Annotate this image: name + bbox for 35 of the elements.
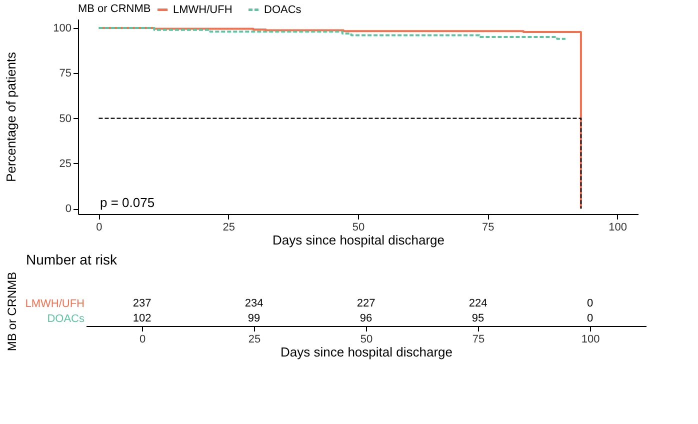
x-tick-label: 25: [222, 222, 235, 234]
y-tick-label: 75: [59, 68, 72, 80]
legend-label: DOACs: [264, 4, 302, 16]
legend-label: LMWH/UFH: [173, 4, 232, 16]
data-label: 224: [468, 298, 488, 310]
chart-title: Number at risk: [26, 251, 118, 268]
y-axis-title: Percentage of patients: [4, 51, 18, 182]
annotation: p = 0.075: [100, 195, 155, 210]
x-tick-label: 50: [360, 334, 373, 346]
y-tick-label: 50: [59, 112, 72, 125]
data-label: 102: [132, 312, 152, 324]
data-label: 237: [132, 298, 152, 310]
data-label: 0: [586, 298, 594, 310]
data-label: 96: [360, 312, 372, 324]
x-tick-label: 100: [608, 222, 627, 234]
y-tick-label: 100: [53, 22, 72, 35]
y-tick-label: 25: [59, 158, 72, 170]
x-tick-label: 25: [248, 334, 261, 346]
y-axis-title: MB or CRNMB: [5, 272, 20, 352]
x-tick-label: 50: [352, 222, 365, 234]
x-tick-label: 0: [139, 334, 146, 346]
data-label: 227: [356, 298, 376, 310]
x-axis-title: Days since hospital discharge: [280, 344, 452, 360]
data-label: 234: [244, 298, 264, 310]
y-tick-label: DOACs: [47, 313, 85, 325]
x-tick-label: 100: [581, 334, 600, 346]
x-tick-label: 0: [96, 222, 102, 234]
data-label: 0: [586, 312, 594, 324]
x-axis-title: Days since hospital discharge: [272, 232, 444, 248]
y-tick-label: 0: [65, 203, 72, 216]
data-label: 99: [248, 312, 260, 324]
x-tick-label: 75: [472, 334, 485, 346]
legend-title: MB or CRNMB: [78, 3, 151, 15]
data-label: 95: [472, 312, 484, 324]
x-tick-label: 75: [482, 222, 494, 234]
